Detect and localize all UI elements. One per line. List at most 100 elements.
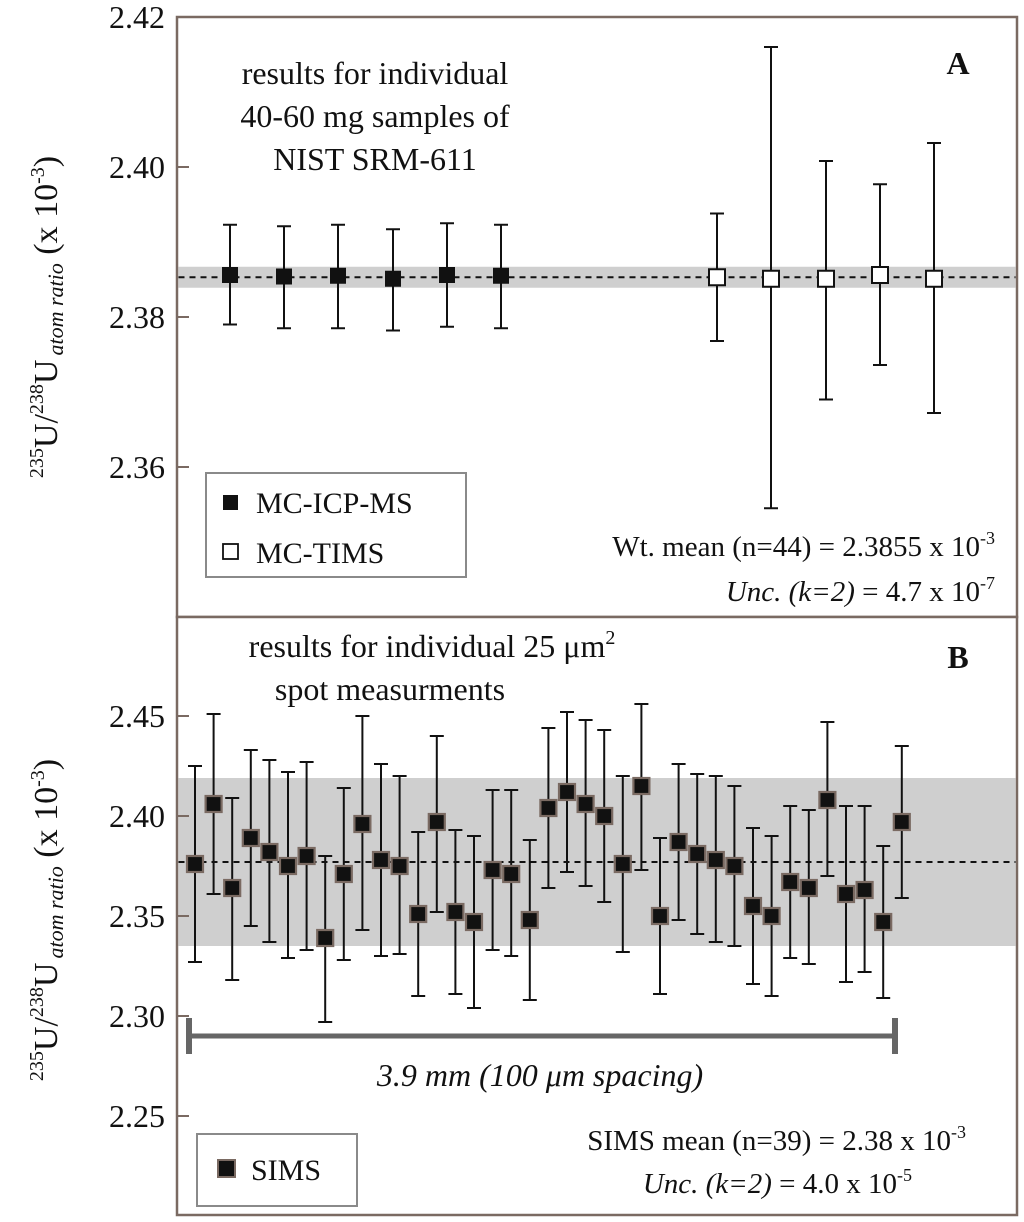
data-point-mc-icp-ms bbox=[222, 223, 238, 326]
data-point-mc-icp-ms bbox=[493, 223, 509, 330]
panel-b-title-line-2: spot measurments bbox=[275, 671, 505, 707]
legend-sims-marker bbox=[217, 1159, 236, 1178]
legend-mc-icp-ms-marker bbox=[223, 495, 238, 510]
data-point-sims bbox=[632, 703, 651, 871]
data-point-mc-icp-ms bbox=[276, 225, 292, 330]
data-point-mc-tims bbox=[871, 183, 889, 366]
data-point-mc-tims bbox=[925, 142, 943, 414]
data-marker bbox=[557, 782, 577, 802]
data-marker bbox=[276, 268, 292, 285]
data-marker bbox=[390, 856, 409, 876]
data-point-sims bbox=[836, 805, 856, 983]
data-marker bbox=[799, 878, 818, 898]
panel-b-ylabel-el2: U bbox=[28, 963, 65, 988]
data-point-sims bbox=[223, 797, 242, 981]
panel-a-ytick-label: 2.40 bbox=[109, 149, 165, 185]
data-marker bbox=[818, 790, 837, 810]
data-marker bbox=[576, 794, 595, 814]
panel-a-points bbox=[222, 46, 943, 510]
data-marker bbox=[725, 856, 744, 876]
data-point-sims bbox=[241, 749, 260, 927]
panel-b-ylabel-iso2: 238 bbox=[26, 987, 48, 1017]
panel-a-ylabel-iso1: 235 bbox=[26, 448, 48, 478]
data-point-sims bbox=[725, 785, 744, 947]
panel-a-unc-value: = 4.7 x 10 bbox=[855, 576, 980, 608]
data-marker bbox=[371, 850, 391, 870]
panel-a-ylabel-el2: U bbox=[28, 360, 65, 385]
panel-a: 2.362.382.402.42 results for individual … bbox=[26, 0, 1019, 619]
data-point-sims bbox=[669, 763, 688, 921]
panel-b-mean-text: SIMS mean (n=39) = 2.38 x 10 bbox=[587, 1125, 951, 1157]
panel-a-mean-exp: -3 bbox=[980, 528, 995, 548]
panel-b-label: B bbox=[947, 639, 968, 675]
data-marker bbox=[316, 928, 335, 948]
panel-b-unc-label: Unc. (k=2) bbox=[643, 1168, 772, 1200]
data-point-sims bbox=[446, 829, 465, 995]
panel-a-ylabel-el1: U/ bbox=[28, 414, 65, 449]
panel-b-ylabel-suffix: (x 10 bbox=[28, 787, 65, 866]
panel-b-ticks: 2.25 2.30 2.35 2.40 2.45 bbox=[109, 698, 189, 1134]
data-point-sims bbox=[557, 711, 577, 873]
data-marker bbox=[297, 846, 316, 866]
panel-a-ytick-label: 2.38 bbox=[109, 299, 165, 335]
panel-b-title-line-1: results for individual 25 μm2 bbox=[249, 627, 616, 664]
data-point-mc-tims bbox=[817, 160, 835, 401]
data-point-sims bbox=[818, 721, 837, 877]
data-marker bbox=[493, 267, 509, 284]
panel-b-title-exp: 2 bbox=[605, 627, 615, 649]
panel-a-band-group bbox=[178, 266, 1016, 288]
data-marker bbox=[427, 812, 446, 832]
data-point-sims bbox=[297, 761, 316, 951]
panel-a-legend-box bbox=[205, 472, 467, 578]
data-marker bbox=[409, 904, 428, 924]
data-point-sims bbox=[483, 789, 502, 951]
data-marker bbox=[871, 266, 889, 284]
data-marker bbox=[334, 864, 353, 884]
panel-a-label: A bbox=[946, 45, 969, 81]
scale-bar-label: 3.9 mm (100 μm spacing) bbox=[376, 1057, 703, 1093]
panel-b-ytick-label: 2.45 bbox=[109, 698, 165, 734]
data-point-mc-tims bbox=[762, 46, 780, 510]
data-point-sims bbox=[464, 835, 484, 1009]
data-point-sims bbox=[409, 831, 428, 997]
panel-b: 2.25 2.30 2.35 2.40 2.45 results for individ… bbox=[26, 615, 1019, 1217]
legend-mc-tims-marker bbox=[222, 543, 239, 560]
panel-b-y-axis-label: 235U/238Uatom ratio (x 10-3) bbox=[26, 759, 68, 1081]
panel-b-mean-exp: -3 bbox=[951, 1122, 966, 1142]
panel-b-ytick-label: 2.25 bbox=[109, 1098, 165, 1134]
scale-bar: 3.9 mm (100 μm spacing) bbox=[186, 1018, 898, 1093]
data-marker bbox=[762, 269, 780, 288]
data-point-sims bbox=[855, 805, 874, 973]
data-point-sims bbox=[781, 805, 800, 959]
data-marker bbox=[688, 844, 707, 864]
panel-a-ylabel-sub: atom ratio bbox=[43, 263, 68, 355]
data-marker bbox=[185, 854, 205, 874]
data-marker bbox=[439, 267, 455, 283]
data-point-sims bbox=[185, 765, 205, 963]
data-point-sims bbox=[874, 845, 893, 999]
panel-b-ylabel-close: ) bbox=[28, 759, 65, 770]
panel-b-points bbox=[185, 703, 911, 1023]
data-point-sims bbox=[688, 773, 707, 935]
data-point-sims bbox=[260, 759, 279, 943]
data-marker bbox=[353, 814, 372, 834]
data-point-sims bbox=[502, 789, 521, 957]
data-point-mc-icp-ms bbox=[385, 228, 401, 332]
data-marker bbox=[650, 906, 670, 926]
panel-a-ytick-label: 2.36 bbox=[109, 449, 165, 485]
data-marker bbox=[708, 268, 726, 287]
data-point-sims bbox=[576, 719, 595, 887]
data-marker bbox=[446, 902, 465, 922]
data-point-sims bbox=[595, 729, 614, 903]
data-marker bbox=[632, 776, 651, 796]
data-marker bbox=[222, 267, 238, 283]
panel-a-unc-exp: -7 bbox=[980, 573, 995, 593]
data-point-sims bbox=[520, 839, 539, 1001]
panel-b-unc-annotation: Unc. (k=2) = 4.0 x 10-5 bbox=[643, 1165, 912, 1200]
panel-a-ytick-label: 2.42 bbox=[109, 0, 165, 35]
data-marker bbox=[855, 880, 874, 900]
panel-b-mean-annotation: SIMS mean (n=39) = 2.38 x 10-3 bbox=[587, 1122, 966, 1157]
panel-b-unc-exp: -5 bbox=[897, 1165, 912, 1185]
data-marker bbox=[781, 872, 800, 892]
